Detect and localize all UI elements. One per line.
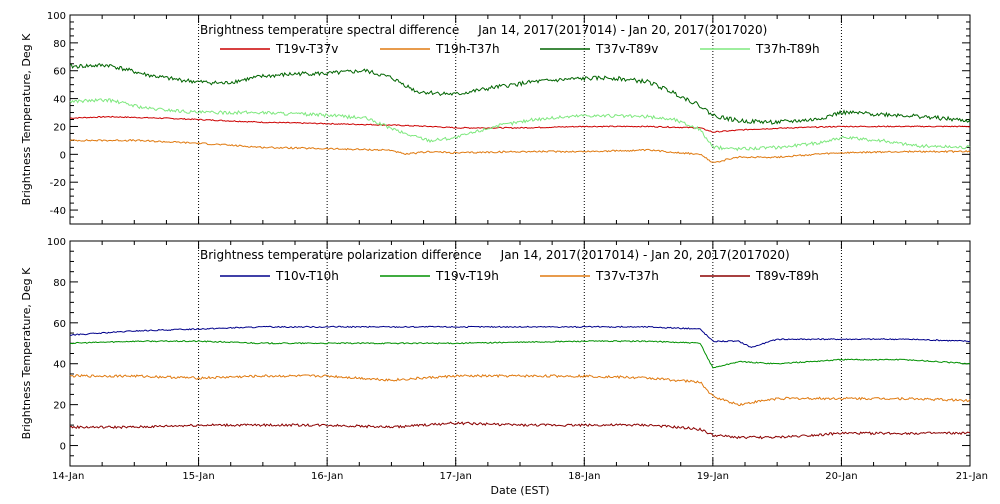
x-tick-label: 18-Jan [568, 471, 600, 482]
legend-label: T19v-T37v [275, 42, 338, 56]
y-tick-label: 80 [53, 39, 66, 50]
y-tick-label: 100 [47, 237, 66, 248]
series-line-t19v-t19h [69, 339, 971, 369]
chart-panel-2: 0 20 40 60 80 100 14-Jan 15-Jan 16-Jan 17-Jan 18-J… [20, 237, 988, 482]
x-tick-label: 21-Jan [956, 471, 988, 482]
x-tick-label: 15-Jan [182, 471, 214, 482]
y-tick-label: 20 [53, 401, 66, 412]
x-tick-label: 17-Jan [440, 471, 472, 482]
y-tick-label: 40 [53, 95, 66, 106]
y-tick-label: -20 [50, 178, 66, 189]
series-line-t19h-t37h [69, 138, 971, 163]
legend-label: T10v-T10h [275, 269, 339, 283]
y-tick-label: 80 [53, 278, 66, 289]
series-line-t37h-t89h [69, 98, 971, 152]
series-line-t10v-t10h [69, 325, 971, 348]
legend-label: T19h-T37h [435, 42, 500, 56]
y-tick-label: 60 [53, 67, 66, 78]
legend-label: T19v-T19h [435, 269, 499, 283]
x-axis-title: Date (EST) [490, 484, 549, 497]
y-tick-label: 0 [60, 150, 66, 161]
y-axis-title: Brightness Temperature, Deg K [20, 33, 33, 205]
legend-label: T37v-T89v [595, 42, 658, 56]
panel-title: Brightness temperature polarization diff… [200, 248, 790, 262]
chart-panel-1: -40 -20 0 20 40 60 80 100 Brightness Temperature… [20, 11, 971, 225]
legend-label: T37v-T37h [595, 269, 659, 283]
series-line-t89v-t89h [69, 421, 971, 440]
y-axis-title: Brightness Temperature, Deg K [20, 267, 33, 439]
plot-frame [69, 240, 971, 467]
x-tick-label: 14-Jan [52, 471, 84, 482]
plot-frame [69, 14, 971, 225]
y-tick-label: -40 [50, 206, 66, 217]
series-line-t37v-t89v [69, 63, 971, 125]
y-tick-label: 0 [60, 442, 66, 453]
y-tick-label: 60 [53, 319, 66, 330]
x-tick-label: 19-Jan [697, 471, 729, 482]
y-tick-label: 40 [53, 360, 66, 371]
y-tick-label: 100 [47, 11, 66, 22]
series-line-t37v-t37h [69, 374, 971, 407]
y-tick-label: 20 [53, 122, 66, 133]
x-tick-label: 20-Jan [825, 471, 857, 482]
legend-label: T89v-T89h [755, 269, 819, 283]
x-tick-label: 16-Jan [311, 471, 343, 482]
panel-title: Brightness temperature spectral differen… [200, 23, 767, 37]
legend-label: T37h-T89h [755, 42, 820, 56]
series-line-t19v-t37v [69, 115, 971, 133]
